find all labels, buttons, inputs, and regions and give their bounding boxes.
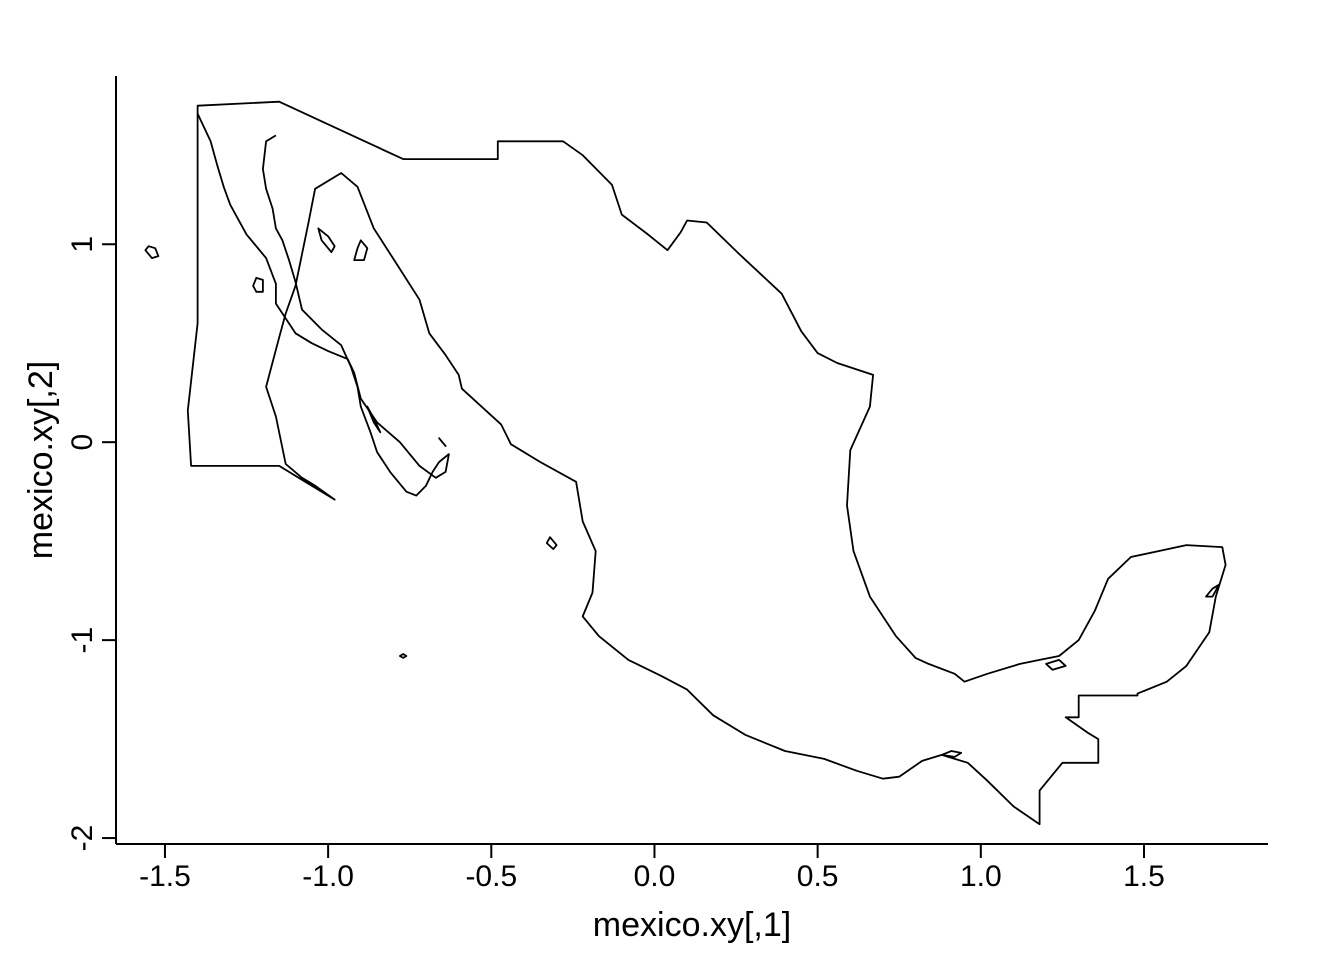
island-outline (144, 245, 160, 259)
x-tick-label: 1.0 (960, 860, 1002, 893)
x-tick-label: 0.5 (797, 860, 839, 893)
mainland-outline (186, 100, 1227, 826)
island-outline (1205, 583, 1220, 598)
x-tick-label: -1.5 (139, 860, 191, 893)
island-outline (438, 437, 447, 447)
x-ticks: -1.5 -1.0 -0.5 0.0 0.5 1.0 1.5 (139, 844, 1165, 893)
island-outline (399, 653, 408, 659)
x-tick-label: 1.5 (1123, 860, 1165, 893)
y-tick-label: -1 (66, 627, 99, 654)
island-outline (317, 227, 336, 254)
y-tick-label: 1 (66, 236, 99, 253)
island-outline (940, 750, 963, 758)
y-tick-label: -2 (66, 825, 99, 852)
island-outline (1045, 659, 1067, 671)
island-outline (366, 405, 382, 434)
x-tick-label: -1.0 (302, 860, 354, 893)
shapes-layer (144, 100, 1227, 826)
y-axis-title: mexico.xy[,2] (22, 361, 60, 559)
x-axis-title: mexico.xy[,1] (593, 906, 791, 944)
x-tick-label: -0.5 (465, 860, 517, 893)
baja_california-outline (196, 113, 450, 497)
island-outline (353, 239, 369, 261)
x-tick-label: 0.0 (634, 860, 676, 893)
island-outline (545, 536, 558, 550)
y-ticks: -2 -1 0 1 (66, 236, 116, 852)
island-outline (252, 277, 264, 293)
y-tick-label: 0 (66, 434, 99, 451)
